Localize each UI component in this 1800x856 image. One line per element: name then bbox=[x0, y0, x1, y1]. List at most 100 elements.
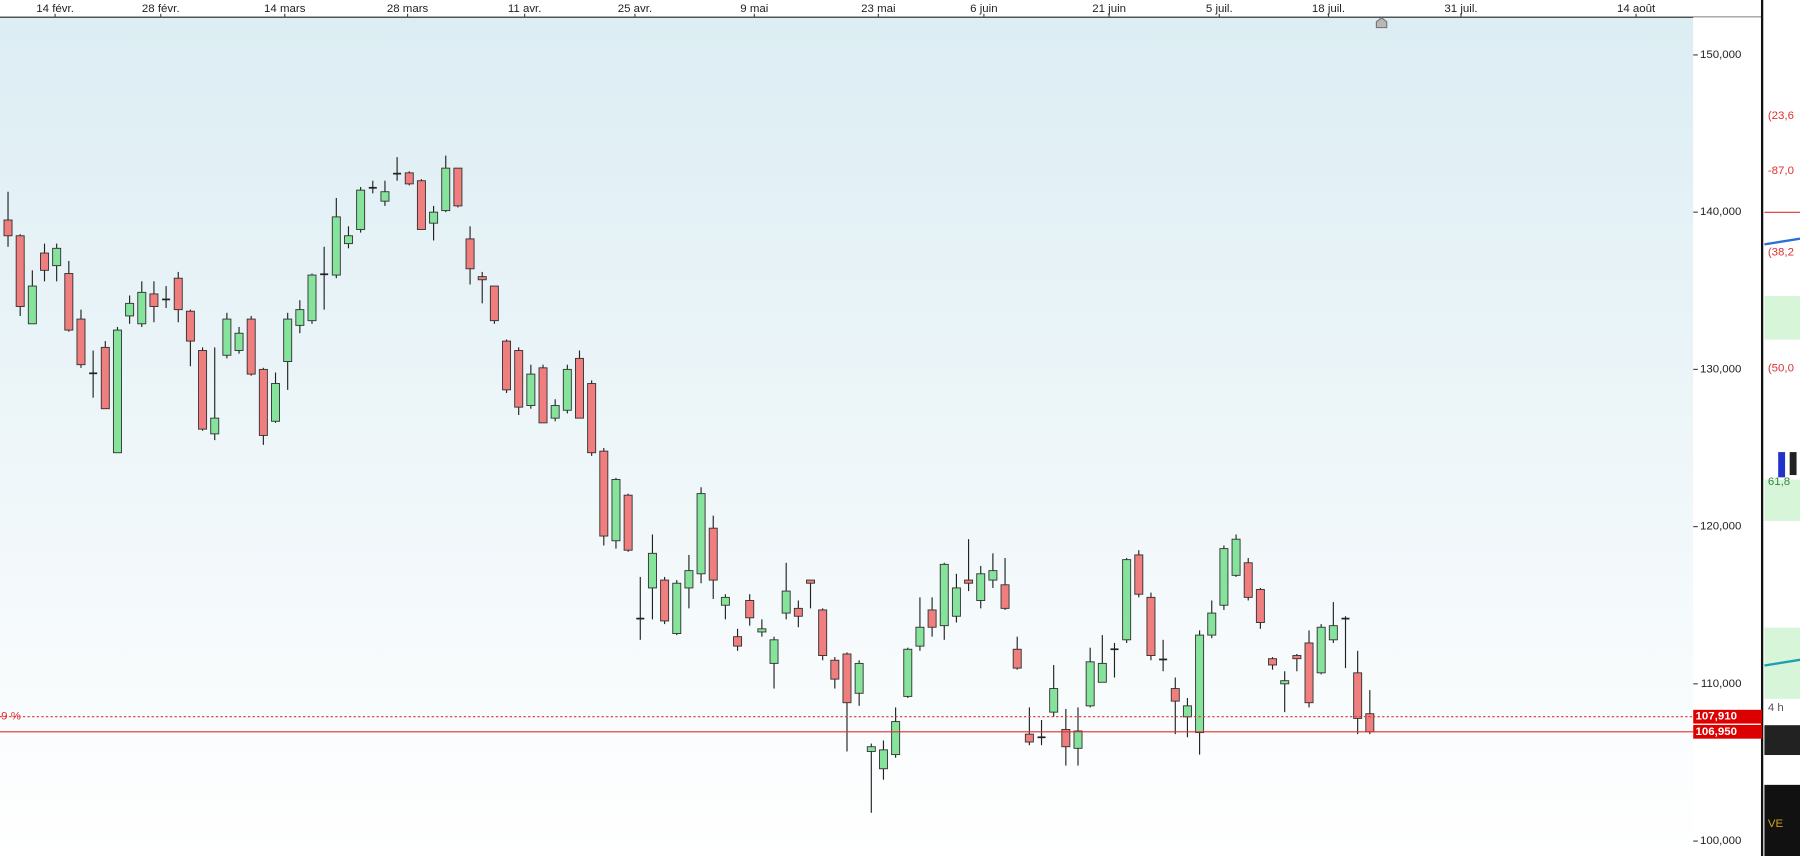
candle-body bbox=[793, 607, 803, 617]
candle-body bbox=[1280, 680, 1290, 685]
candle-body bbox=[526, 373, 536, 407]
candle-body bbox=[271, 383, 280, 422]
candle-body bbox=[40, 252, 49, 271]
candle-body bbox=[733, 636, 743, 647]
price-line-note: 9 % bbox=[1, 711, 21, 723]
date-axis-band bbox=[0, 0, 1763, 18]
x-tick-label: 31 juil. bbox=[1444, 3, 1477, 15]
side-panel-background bbox=[1764, 0, 1800, 856]
y-tick-label: 140,000 bbox=[1700, 206, 1741, 218]
candle-body bbox=[647, 552, 657, 589]
candle-body bbox=[745, 600, 755, 619]
candle-body bbox=[1097, 662, 1107, 683]
candle-body bbox=[258, 368, 268, 436]
side-label: 4 h bbox=[1768, 702, 1784, 714]
candle-body bbox=[1243, 562, 1253, 598]
x-tick-label: 14 août bbox=[1617, 3, 1656, 15]
candle-body bbox=[939, 563, 949, 627]
side-label: (50,0 bbox=[1768, 362, 1794, 374]
candle-body bbox=[769, 639, 779, 664]
candle-body bbox=[866, 746, 876, 752]
candle-body bbox=[550, 405, 560, 419]
candle-body bbox=[173, 277, 183, 311]
candle-body bbox=[429, 211, 439, 224]
candle-body bbox=[1255, 589, 1265, 623]
candle-body bbox=[185, 310, 195, 342]
y-tick-label: 130,000 bbox=[1700, 363, 1741, 375]
x-tick-label: 11 avr. bbox=[508, 3, 542, 15]
candle-body bbox=[514, 350, 524, 408]
x-tick-label: 28 mars bbox=[387, 3, 429, 15]
candle-body bbox=[234, 332, 244, 351]
candle-body bbox=[52, 247, 62, 267]
candle-body bbox=[1146, 596, 1156, 656]
price-label-box bbox=[1693, 709, 1763, 724]
candle-body bbox=[1170, 688, 1180, 702]
candle-body bbox=[125, 302, 135, 317]
x-tick-label: 14 mars bbox=[264, 3, 306, 15]
y-tick-label: 100,000 bbox=[1700, 835, 1741, 847]
candle-body bbox=[951, 587, 961, 617]
candle-body bbox=[100, 346, 110, 410]
candle-body bbox=[599, 450, 609, 537]
candle-body bbox=[283, 318, 293, 362]
candle-body bbox=[210, 417, 220, 435]
side-panel: (23,6 -87,0 (38,2 (50,0 61,8 4 h VE bbox=[1764, 0, 1800, 856]
x-tick-label: 9 mai bbox=[740, 3, 768, 15]
candle-body bbox=[1207, 612, 1217, 636]
x-tick-label: 14 févr. bbox=[36, 3, 74, 15]
candle-body bbox=[1304, 642, 1314, 704]
side-label: 61,8 bbox=[1768, 476, 1790, 488]
candle-body bbox=[915, 626, 925, 647]
candle-body bbox=[720, 596, 730, 606]
candle-body bbox=[307, 274, 317, 322]
candle-body bbox=[891, 721, 901, 756]
candle-body bbox=[854, 662, 864, 694]
candle-body bbox=[1024, 733, 1034, 743]
candle-body bbox=[489, 285, 499, 322]
candle-body bbox=[1122, 559, 1132, 641]
candle-body bbox=[1316, 626, 1326, 674]
candle-body bbox=[198, 350, 208, 430]
side-label: (23,6 bbox=[1768, 110, 1794, 122]
y-tick-label: 150,000 bbox=[1700, 49, 1741, 61]
candle-body bbox=[806, 579, 815, 584]
side-zone bbox=[1764, 479, 1800, 521]
x-tick-label: 23 mai bbox=[861, 3, 895, 15]
candle-body bbox=[781, 590, 791, 614]
side-label: VE bbox=[1768, 818, 1784, 830]
candle-body bbox=[404, 172, 414, 185]
candle-body bbox=[1353, 672, 1363, 719]
candle-body bbox=[611, 478, 621, 542]
side-footer bbox=[1764, 784, 1800, 856]
candle-body bbox=[331, 216, 341, 276]
candle-body bbox=[1012, 648, 1022, 669]
candle-body bbox=[149, 293, 159, 307]
candle-body bbox=[757, 628, 767, 633]
scroll-marker[interactable] bbox=[1375, 17, 1388, 29]
candle-body bbox=[1328, 625, 1338, 641]
candle-body bbox=[976, 573, 986, 601]
candle-body bbox=[878, 749, 888, 770]
side-label: -87,0 bbox=[1768, 165, 1794, 177]
candle-body bbox=[1073, 730, 1083, 749]
candle-body bbox=[842, 653, 852, 704]
side-candle bbox=[1789, 452, 1797, 476]
candle-body bbox=[672, 582, 682, 634]
candle-body bbox=[246, 318, 256, 375]
price-label: 107,910 bbox=[1696, 711, 1737, 723]
candle-body bbox=[538, 367, 548, 424]
candle-body bbox=[1000, 584, 1010, 609]
candle-body bbox=[562, 368, 572, 411]
candle-body bbox=[465, 238, 475, 270]
candle-body bbox=[988, 570, 998, 581]
candle-body bbox=[222, 318, 232, 356]
candle-body bbox=[927, 609, 937, 628]
candle-body bbox=[1061, 728, 1071, 748]
candle-body bbox=[623, 494, 633, 551]
candle-body bbox=[1085, 661, 1095, 707]
candle-body bbox=[1049, 688, 1059, 713]
candle-body bbox=[76, 318, 86, 366]
candle-body bbox=[1195, 634, 1205, 734]
